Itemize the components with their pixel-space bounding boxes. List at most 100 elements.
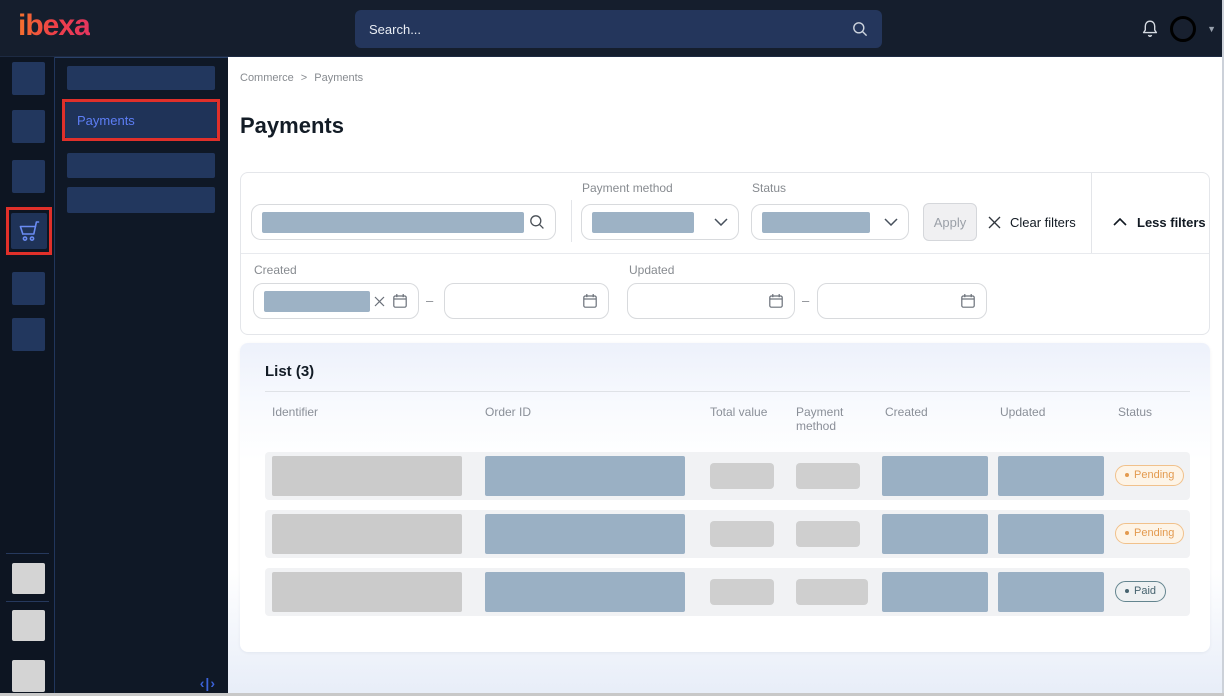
global-search[interactable] [355,10,882,48]
calendar-icon [768,293,784,309]
page-title: Payments [240,113,344,138]
top-bar: ibexa ▼ [0,0,1224,57]
status-badge: Pending [1115,465,1185,486]
redacted-updated [998,514,1104,554]
column-header-order-id: Order ID [485,405,532,419]
redacted-order-id [485,514,685,554]
chevron-up-icon [1113,218,1127,226]
redacted-payment-method [796,579,868,605]
main-menu-item-placeholder-2[interactable] [12,110,45,143]
bottom-menu-item-placeholder-2[interactable] [12,610,45,641]
redacted-payment-method [796,463,860,489]
updated-from-date-input[interactable] [627,283,795,319]
caret-down-icon[interactable]: ▼ [1207,23,1216,34]
column-header-payment-method: Payment method [796,405,844,433]
redacted-order-id [485,572,685,612]
redacted-payment-method [796,521,860,547]
main-menu-item-placeholder-4[interactable] [12,272,45,305]
redacted-identifier [272,514,462,554]
redacted-created [882,456,988,496]
created-range-separator: – [426,293,434,308]
payments-list-panel: List (3) Identifier Order ID Total value… [240,343,1210,652]
submenu-item-placeholder-2[interactable] [67,153,215,178]
submenu-item-payments-label: Payments [77,112,135,128]
less-filters-button[interactable]: Less filters [1113,203,1206,241]
redacted-total-value [710,463,774,489]
status-select[interactable] [751,204,909,240]
user-avatar[interactable] [1170,15,1197,42]
payment-row-2[interactable]: Pending [265,510,1190,558]
calendar-icon [960,293,976,309]
global-search-input[interactable] [369,21,852,37]
sidebar-resize-icon[interactable]: ‹|› [199,675,216,691]
redacted-search-value [262,211,524,233]
created-from-date-input[interactable] [253,283,419,319]
close-icon [374,296,385,306]
bottom-menu-item-placeholder-1[interactable] [12,563,45,594]
main-menu-item-placeholder-1[interactable] [12,62,45,95]
filters-panel: Payment method Status Apply Clear fil [240,172,1210,335]
redacted-created-from-value [264,290,370,312]
annotation-box-commerce [6,207,52,255]
submenu-item-placeholder-1[interactable] [67,66,215,90]
clear-filters-button[interactable]: Clear filters [988,203,1076,241]
filter-search-input[interactable] [251,204,556,240]
updated-to-date-input[interactable] [817,283,987,319]
main-menu-rail [0,57,55,696]
commerce-submenu: Payments ‹|› [55,57,228,696]
payment-method-label: Payment method [582,181,673,195]
window-edge-bottom [0,693,1224,696]
top-bar-actions: ▼ [1141,0,1216,57]
status-badge: Pending [1115,523,1185,544]
calendar-icon [582,293,598,309]
status-dot-icon [1125,531,1129,535]
ibexa-logo[interactable]: ibexa [18,9,91,42]
updated-range-separator: – [802,293,810,308]
redacted-identifier [272,572,462,612]
payment-row-1[interactable]: Pending [265,452,1190,500]
search-icon[interactable] [529,214,545,230]
breadcrumb-separator: > [300,72,308,84]
column-header-status: Status [1118,405,1153,419]
breadcrumb: Commerce > Payments [240,72,363,84]
column-header-identifier: Identifier [272,405,319,419]
search-icon [852,21,868,37]
redacted-created [882,514,988,554]
column-header-total-value: Total value [710,405,768,419]
redacted-updated [998,456,1104,496]
less-filters-label: Less filters [1137,214,1206,230]
main-menu-item-placeholder-3[interactable] [12,160,45,193]
breadcrumb-payments[interactable]: Payments [314,72,364,84]
status-badge-label: Pending [1134,469,1175,481]
column-header-created: Created [885,405,928,419]
created-to-date-input[interactable] [444,283,609,319]
status-dot-icon [1125,473,1129,477]
payment-method-select[interactable] [581,204,739,240]
redacted-total-value [710,521,774,547]
main-menu-item-placeholder-5[interactable] [12,318,45,351]
submenu-item-placeholder-3[interactable] [67,187,215,213]
chevron-down-icon [884,218,898,226]
column-header-updated: Updated [1000,405,1046,419]
cart-icon [17,220,41,243]
bell-icon[interactable] [1141,19,1159,39]
apply-button[interactable]: Apply [923,203,977,241]
breadcrumb-commerce[interactable]: Commerce [240,72,294,84]
created-label: Created [254,263,297,277]
filter-divider-2 [1091,173,1092,253]
main-menu-item-commerce[interactable] [11,213,47,249]
chevron-down-icon [714,218,728,226]
annotation-box-payments: Payments [62,99,220,141]
status-badge-label: Pending [1134,527,1175,539]
redacted-identifier [272,456,462,496]
submenu-item-payments[interactable]: Payments [65,102,217,138]
payment-row-3[interactable]: Paid [265,568,1190,616]
bottom-menu-item-placeholder-3[interactable] [12,660,45,692]
redacted-payment-method-value [592,211,694,233]
filter-divider-1 [571,200,572,242]
redacted-total-value [710,579,774,605]
rail-divider [6,553,49,554]
redacted-updated [998,572,1104,612]
redacted-order-id [485,456,685,496]
